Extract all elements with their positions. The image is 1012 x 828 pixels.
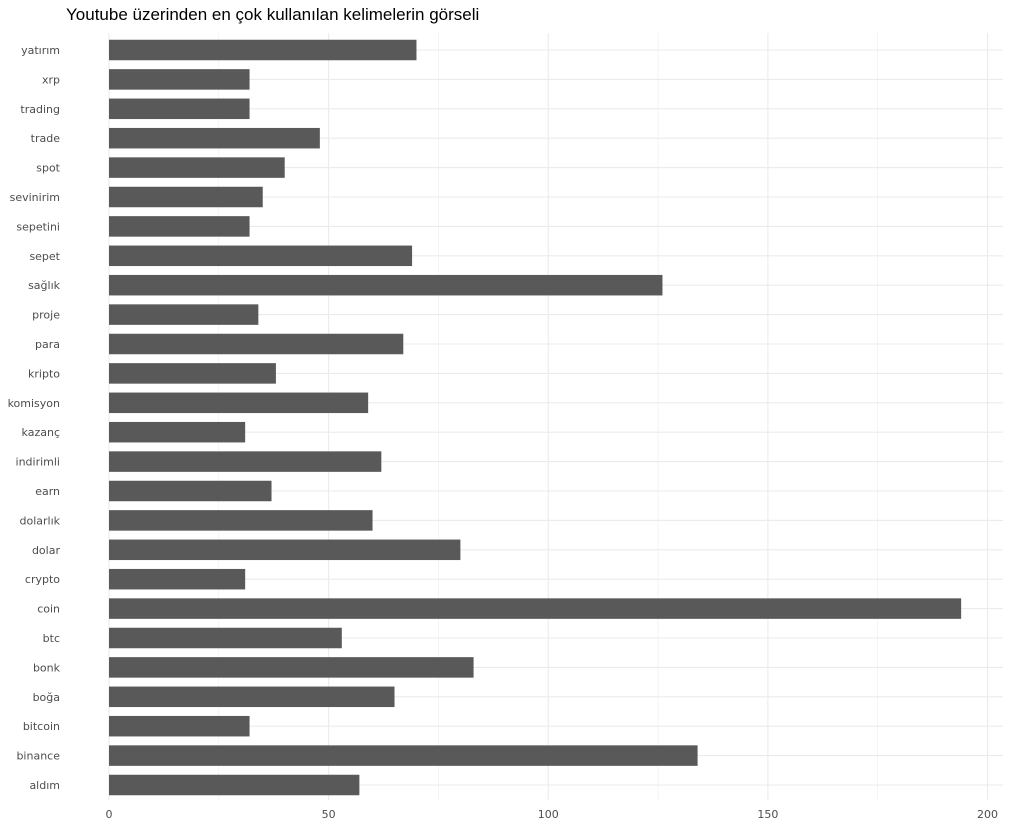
category-label: sevinirim [10, 191, 60, 204]
bar-komisyon [109, 392, 369, 414]
bar-yatırım [109, 39, 417, 61]
bar-sevinirim [109, 186, 263, 208]
category-label: coin [37, 603, 60, 616]
category-label: btc [43, 632, 60, 645]
bar-xrp [109, 69, 250, 90]
bar-btc [109, 627, 342, 649]
bar-bitcoin [109, 715, 250, 737]
bar-spot [109, 157, 285, 178]
category-label: komisyon [8, 397, 60, 410]
category-label: bonk [33, 661, 61, 674]
category-label: indirimli [16, 456, 60, 469]
category-label: kripto [28, 367, 60, 380]
category-label: sepetini [16, 220, 60, 233]
bar-kazanç [109, 421, 246, 443]
bar-bonk [109, 657, 474, 678]
category-label: dolar [32, 544, 61, 557]
bar-coin [109, 598, 962, 619]
bar-sepet [109, 245, 413, 267]
bar-dolarlık [109, 510, 373, 531]
value-tick-label: 200 [977, 808, 998, 821]
category-label: kazanç [22, 426, 60, 439]
bar-boğa [109, 686, 395, 708]
category-label: proje [32, 309, 60, 322]
category-label: boğa [33, 691, 60, 704]
category-label: spot [36, 162, 60, 175]
value-tick-label: 50 [322, 808, 336, 821]
value-tick-label: 150 [757, 808, 778, 821]
value-tick-label: 100 [538, 808, 559, 821]
bar-sepetini [109, 216, 250, 237]
value-axis-labels: 0 50 100 150 200 [106, 808, 999, 821]
category-label: earn [35, 485, 60, 498]
bar-trading [109, 98, 250, 120]
category-label: bitcoin [23, 720, 60, 733]
category-label: yatırım [21, 44, 60, 57]
bar-para [109, 333, 404, 355]
bar-proje [109, 304, 259, 325]
category-axis-labels: aldım binance bitcoin boğa bonk btc coin crypto… [8, 44, 61, 792]
category-label: trade [31, 132, 61, 145]
value-tick-label: 0 [106, 808, 113, 821]
bar-kripto [109, 363, 276, 384]
bar-earn [109, 480, 272, 502]
category-label: para [35, 338, 60, 351]
bar-aldım [109, 774, 360, 796]
bar-trade [109, 127, 320, 149]
category-label: sepet [29, 250, 60, 263]
category-label: crypto [25, 573, 60, 586]
category-label: aldım [29, 779, 60, 792]
bar-sağlık [109, 274, 663, 296]
bar-indirimli [109, 451, 382, 472]
bar-crypto [109, 568, 246, 590]
chart-title: Youtube üzerinden en çok kullanılan keli… [66, 5, 480, 24]
category-label: dolarlık [19, 514, 60, 527]
category-label: trading [20, 103, 60, 116]
category-label: binance [16, 750, 60, 763]
category-label: sağlık [28, 279, 61, 292]
category-label: xrp [42, 73, 60, 86]
bar-dolar [109, 539, 461, 561]
bar-binance [109, 745, 698, 766]
bars [109, 39, 962, 796]
